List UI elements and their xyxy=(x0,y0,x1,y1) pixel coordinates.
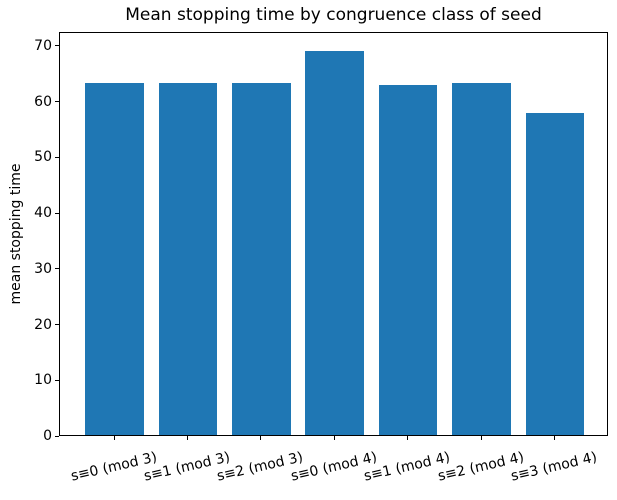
bar-5 xyxy=(452,83,511,435)
y-tick-mark xyxy=(55,435,59,437)
x-tick-mark xyxy=(480,436,482,440)
y-tick-mark xyxy=(55,268,59,270)
y-tick-label: 70 xyxy=(34,37,52,54)
y-tick-mark xyxy=(55,101,59,103)
x-tick-mark xyxy=(113,436,115,440)
x-tick-mark xyxy=(260,436,262,440)
y-tick-mark xyxy=(55,45,59,47)
x-tick-mark xyxy=(333,436,335,440)
bar-6 xyxy=(525,112,585,435)
y-axis-label: mean stopping time xyxy=(8,163,24,305)
y-tick-mark xyxy=(55,212,59,214)
plot-area xyxy=(59,32,608,436)
bar-1 xyxy=(158,82,218,435)
y-tick-label: 50 xyxy=(34,149,52,166)
y-tick-label: 30 xyxy=(34,260,52,277)
y-tick-label: 0 xyxy=(43,428,52,444)
y-tick-mark xyxy=(55,324,59,326)
bar-2 xyxy=(231,83,291,435)
y-tick-label: 40 xyxy=(34,205,52,222)
x-tick-mark xyxy=(407,436,409,440)
y-tick-label: 60 xyxy=(34,93,52,110)
bar-0 xyxy=(85,82,144,435)
x-tick-mark xyxy=(186,436,188,440)
chart-title: Mean stopping time by congruence class o… xyxy=(125,5,542,25)
x-tick-mark xyxy=(553,436,555,440)
bar-3 xyxy=(305,51,365,435)
y-tick-label: 10 xyxy=(34,372,52,389)
y-tick-mark xyxy=(55,156,59,158)
y-tick-label: 20 xyxy=(34,316,52,333)
bar-4 xyxy=(378,85,438,435)
y-tick-mark xyxy=(55,379,59,381)
